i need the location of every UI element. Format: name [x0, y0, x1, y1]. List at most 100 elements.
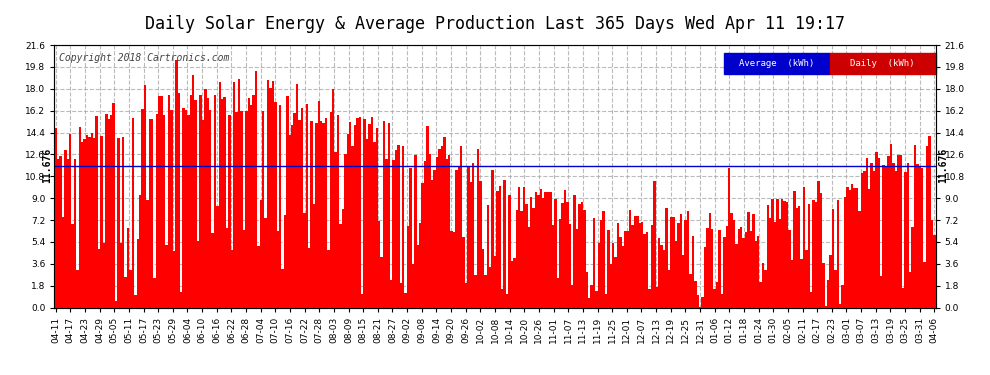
Bar — [310, 121, 313, 308]
Bar — [306, 104, 308, 308]
Bar — [207, 99, 209, 308]
Bar — [856, 188, 858, 308]
Bar — [622, 246, 624, 308]
Bar — [238, 79, 241, 308]
Bar — [219, 81, 221, 308]
Bar — [286, 96, 289, 308]
Bar — [546, 192, 549, 308]
Bar — [318, 101, 320, 308]
Bar — [100, 136, 103, 308]
Bar — [902, 288, 904, 308]
Bar — [724, 53, 830, 74]
Bar — [610, 264, 612, 308]
Bar — [511, 261, 513, 308]
Bar — [926, 146, 929, 308]
Bar — [904, 172, 907, 308]
Bar — [337, 116, 340, 308]
Bar — [462, 237, 465, 308]
Bar — [185, 110, 187, 308]
Bar — [259, 200, 262, 308]
Bar — [460, 146, 462, 308]
Bar — [158, 96, 160, 308]
Bar — [670, 217, 672, 308]
Bar — [56, 159, 59, 308]
Bar — [204, 89, 207, 308]
Bar — [76, 270, 78, 308]
Bar — [284, 215, 286, 308]
Text: 11.676: 11.676 — [939, 148, 948, 183]
Bar — [757, 236, 759, 308]
Bar — [660, 245, 662, 308]
Bar — [556, 278, 559, 308]
Bar — [632, 225, 634, 308]
Bar — [658, 238, 660, 308]
Bar — [749, 231, 752, 308]
Bar — [653, 182, 655, 308]
Bar — [147, 200, 148, 308]
Bar — [858, 211, 860, 308]
Bar — [843, 197, 846, 308]
Bar — [880, 276, 882, 308]
Bar — [395, 150, 397, 308]
Bar — [122, 137, 125, 308]
Bar — [766, 204, 769, 308]
Bar — [447, 155, 450, 308]
Bar — [231, 250, 233, 308]
Bar — [363, 119, 366, 308]
Bar — [301, 108, 303, 308]
Bar — [455, 170, 457, 308]
Bar — [271, 81, 274, 308]
Bar — [825, 306, 827, 308]
Bar — [771, 199, 774, 308]
Bar — [521, 211, 523, 308]
Bar — [504, 180, 506, 308]
Bar — [151, 119, 153, 308]
Bar — [74, 159, 76, 308]
Bar — [820, 193, 822, 308]
Bar — [105, 114, 108, 308]
Bar — [887, 156, 890, 308]
Bar — [216, 206, 219, 308]
Text: Copyright 2018 Cartronics.com: Copyright 2018 Cartronics.com — [58, 53, 230, 63]
Bar — [576, 229, 578, 308]
Bar — [142, 109, 144, 308]
Bar — [598, 243, 600, 308]
Bar — [496, 190, 499, 308]
Bar — [482, 249, 484, 308]
Bar — [330, 112, 332, 308]
Bar — [839, 304, 842, 307]
Bar — [860, 173, 863, 308]
Bar — [672, 217, 675, 308]
Bar — [642, 222, 644, 308]
Bar — [744, 232, 747, 308]
Bar — [726, 226, 728, 308]
Bar — [348, 122, 351, 308]
Bar — [328, 250, 330, 307]
Bar — [429, 154, 431, 308]
Text: Daily  (kWh): Daily (kWh) — [850, 59, 915, 68]
Bar — [731, 213, 733, 308]
Bar — [303, 213, 306, 308]
Bar — [667, 270, 670, 308]
Bar — [684, 220, 687, 308]
Bar — [578, 204, 581, 308]
Bar — [340, 224, 342, 308]
Bar — [211, 233, 214, 308]
Bar — [538, 195, 540, 308]
Bar — [827, 280, 830, 308]
Bar — [870, 164, 873, 308]
Bar — [214, 95, 216, 308]
Bar — [86, 135, 88, 308]
Bar — [345, 154, 346, 308]
Bar — [728, 168, 731, 308]
Bar — [711, 229, 714, 308]
Bar — [233, 82, 236, 308]
Bar — [540, 189, 543, 308]
Bar — [882, 165, 885, 308]
Bar — [677, 223, 680, 308]
Bar — [419, 223, 422, 308]
Bar — [786, 202, 788, 308]
Bar — [563, 190, 566, 308]
Bar — [308, 248, 310, 308]
Bar — [607, 230, 610, 308]
